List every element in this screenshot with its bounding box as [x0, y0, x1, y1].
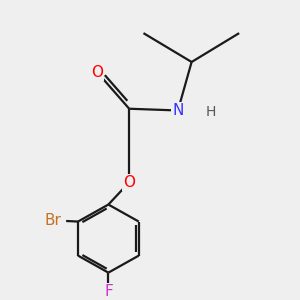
Text: Br: Br: [44, 213, 61, 228]
Text: N: N: [172, 103, 184, 118]
Text: O: O: [123, 175, 135, 190]
Text: O: O: [91, 64, 103, 80]
Text: F: F: [104, 284, 113, 299]
Text: H: H: [206, 105, 216, 118]
